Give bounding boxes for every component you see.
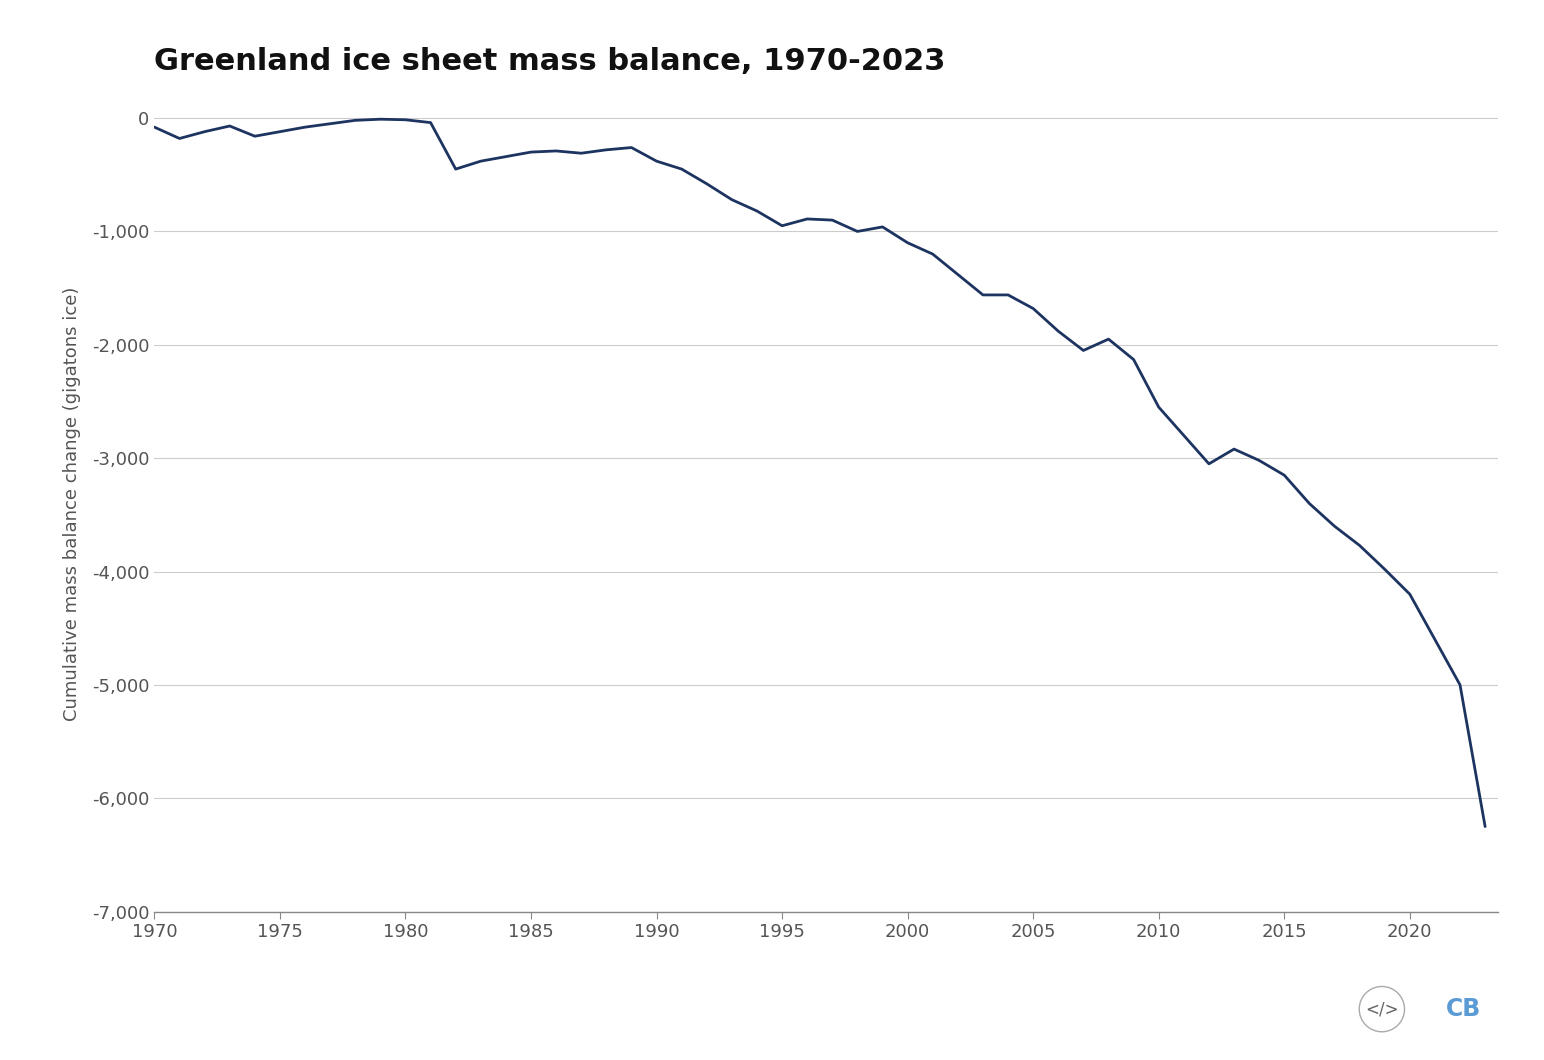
Text: CB: CB [1447,997,1481,1021]
Y-axis label: Cumulative mass balance change (gigatons ice): Cumulative mass balance change (gigatons… [63,286,80,721]
Text: Greenland ice sheet mass balance, 1970-2023: Greenland ice sheet mass balance, 1970-2… [154,48,946,76]
Text: </>: </> [1365,1001,1399,1018]
